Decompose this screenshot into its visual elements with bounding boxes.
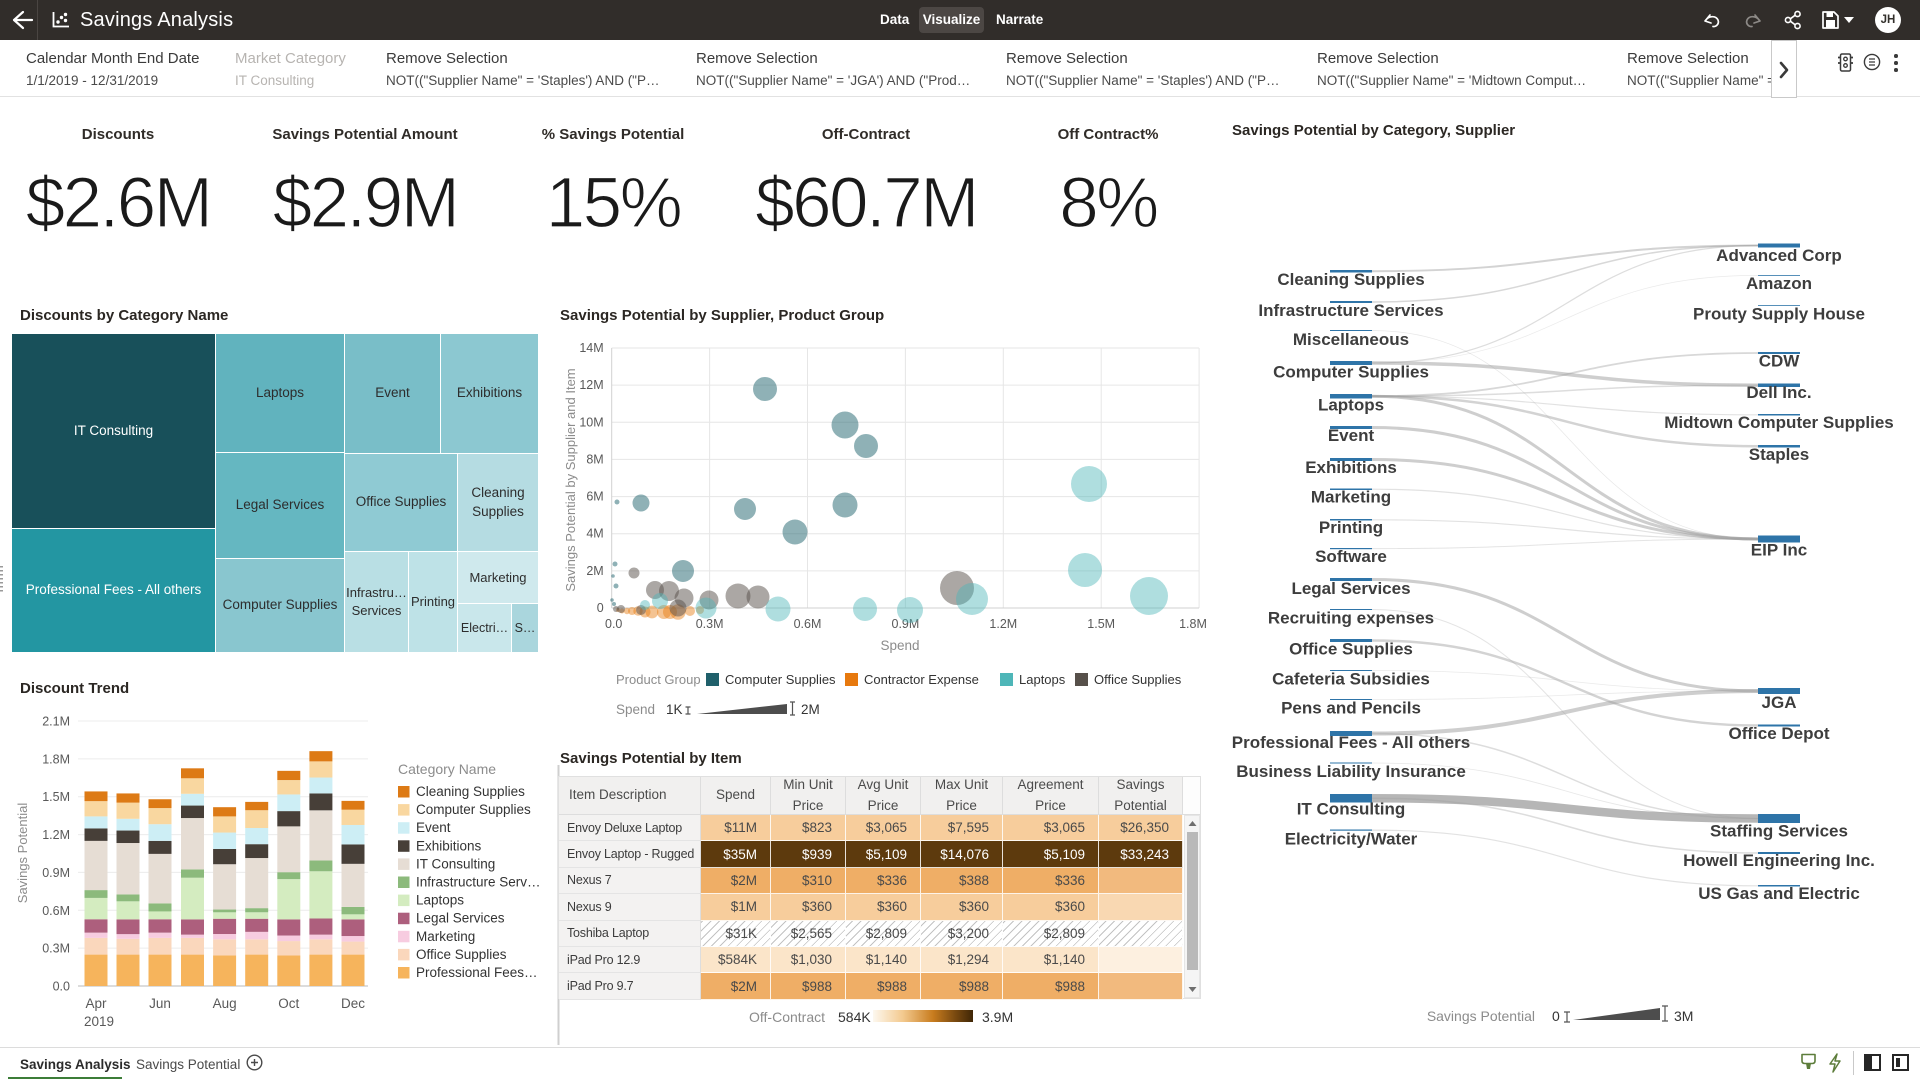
svg-text:0.0: 0.0 — [53, 980, 70, 994]
svg-text:Printing: Printing — [1319, 518, 1383, 537]
svg-text:Marketing: Marketing — [1311, 488, 1391, 507]
svg-text:Marketing: Marketing — [416, 929, 475, 944]
svg-text:Miscellaneous: Miscellaneous — [1293, 330, 1409, 349]
svg-text:Legal Services: Legal Services — [416, 911, 505, 926]
svg-text:Savings Potential by Supplier: Savings Potential by Supplier and Item — [563, 368, 578, 591]
svg-text:Event: Event — [416, 820, 451, 835]
svg-text:JGA: JGA — [1762, 693, 1797, 712]
svg-text:12M: 12M — [579, 378, 603, 392]
svg-text:Infrastructure Services: Infrastructure Services — [1258, 301, 1443, 320]
svg-text:4M: 4M — [586, 527, 603, 541]
svg-text:Aug: Aug — [213, 996, 237, 1011]
svg-text:Dell Inc.: Dell Inc. — [1746, 383, 1811, 402]
svg-text:2.1M: 2.1M — [42, 715, 70, 729]
svg-text:Apr: Apr — [85, 996, 107, 1011]
svg-text:0.3M: 0.3M — [42, 942, 70, 956]
svg-text:14M: 14M — [579, 341, 603, 355]
svg-text:Prouty Supply House: Prouty Supply House — [1693, 304, 1865, 323]
svg-text:2019: 2019 — [84, 1014, 114, 1029]
svg-text:Office Depot: Office Depot — [1728, 724, 1829, 743]
svg-text:Computer Supplies: Computer Supplies — [416, 802, 531, 817]
svg-text:0: 0 — [1552, 1008, 1560, 1024]
svg-text:3M: 3M — [1674, 1008, 1693, 1024]
svg-text:US Gas and Electric: US Gas and Electric — [1698, 884, 1860, 903]
svg-text:1.8M: 1.8M — [1179, 617, 1207, 631]
svg-text:Midtown Computer Supplies: Midtown Computer Supplies — [1664, 413, 1894, 432]
svg-text:1K: 1K — [666, 702, 683, 717]
svg-text:0.9M: 0.9M — [42, 866, 70, 880]
svg-text:Discount Trend: Discount Trend — [20, 680, 129, 697]
svg-text:Office Supplies: Office Supplies — [416, 947, 507, 962]
svg-text:Professional Fees - All others: Professional Fees - All others — [1232, 733, 1470, 752]
svg-text:Amazon: Amazon — [1746, 274, 1812, 293]
svg-text:Cafeteria Subsidies: Cafeteria Subsidies — [1272, 670, 1430, 689]
svg-text:Laptops: Laptops — [1019, 672, 1066, 687]
svg-text:Cleaning Supplies: Cleaning Supplies — [1277, 270, 1424, 289]
svg-text:Recruiting expenses: Recruiting expenses — [1268, 609, 1434, 628]
svg-text:Spend: Spend — [880, 638, 919, 653]
svg-text:0.6M: 0.6M — [794, 617, 822, 631]
svg-text:Computer Supplies: Computer Supplies — [725, 672, 836, 687]
svg-text:10M: 10M — [579, 415, 603, 429]
svg-text:Advanced Corp: Advanced Corp — [1716, 246, 1842, 265]
svg-text:Staffing Services: Staffing Services — [1710, 821, 1848, 840]
svg-text:IT Consulting: IT Consulting — [1297, 799, 1406, 818]
svg-text:Oct: Oct — [278, 996, 299, 1011]
svg-text:Business Liability Insurance: Business Liability Insurance — [1236, 762, 1466, 781]
svg-text:1.8M: 1.8M — [42, 752, 70, 766]
svg-text:Contractor Expense: Contractor Expense — [864, 672, 979, 687]
svg-text:Product Group: Product Group — [616, 672, 701, 687]
svg-text:Computer Supplies: Computer Supplies — [1273, 363, 1429, 382]
svg-text:Dec: Dec — [341, 996, 365, 1011]
svg-text:1.5M: 1.5M — [1087, 617, 1115, 631]
svg-text:Electricity/Water: Electricity/Water — [1285, 829, 1418, 848]
svg-text:2M: 2M — [801, 702, 820, 717]
svg-text:1.2M: 1.2M — [42, 828, 70, 842]
svg-text:Savings Potential by Supplier,: Savings Potential by Supplier, Product G… — [560, 307, 884, 324]
svg-text:1.2M: 1.2M — [989, 617, 1017, 631]
svg-text:2M: 2M — [586, 564, 603, 578]
svg-text:Staples: Staples — [1749, 445, 1809, 464]
svg-text:Spend: Spend — [616, 702, 655, 717]
svg-text:Savings Potential: Savings Potential — [15, 803, 30, 904]
svg-text:Jun: Jun — [149, 996, 171, 1011]
svg-text:Laptops: Laptops — [1318, 395, 1384, 414]
svg-text:Savings Potential: Savings Potential — [1427, 1008, 1535, 1024]
svg-text:Exhibitions: Exhibitions — [416, 838, 482, 853]
svg-text:0: 0 — [597, 601, 604, 615]
svg-text:Exhibitions: Exhibitions — [1305, 458, 1397, 477]
svg-text:Office Supplies: Office Supplies — [1094, 672, 1182, 687]
svg-text:0.0: 0.0 — [605, 617, 622, 631]
svg-text:IT Consulting: IT Consulting — [416, 856, 495, 871]
svg-text:Event: Event — [1328, 426, 1375, 445]
svg-text:Legal Services: Legal Services — [1291, 579, 1410, 598]
svg-text:8M: 8M — [586, 452, 603, 466]
svg-text:Savings Potential by Category,: Savings Potential by Category, Supplier — [1232, 122, 1515, 139]
svg-text:EIP Inc: EIP Inc — [1751, 541, 1807, 560]
svg-text:Category Name: Category Name — [398, 761, 496, 777]
svg-text:Pens and Pencils: Pens and Pencils — [1281, 698, 1421, 717]
svg-text:0.9M: 0.9M — [892, 617, 920, 631]
svg-text:0.3M: 0.3M — [696, 617, 724, 631]
svg-text:Cleaning Supplies: Cleaning Supplies — [416, 784, 525, 799]
svg-text:0.6M: 0.6M — [42, 904, 70, 918]
svg-text:Software: Software — [1315, 547, 1387, 566]
svg-text:Howell Engineering Inc.: Howell Engineering Inc. — [1683, 851, 1875, 870]
svg-text:Infrastructure Serv…: Infrastructure Serv… — [416, 875, 541, 890]
svg-text:Professional Fees…: Professional Fees… — [416, 965, 538, 980]
svg-text:CDW: CDW — [1759, 351, 1801, 370]
svg-text:Office Supplies: Office Supplies — [1289, 640, 1413, 659]
svg-text:Laptops: Laptops — [416, 893, 464, 908]
svg-text:1.5M: 1.5M — [42, 790, 70, 804]
svg-text:6M: 6M — [586, 490, 603, 504]
